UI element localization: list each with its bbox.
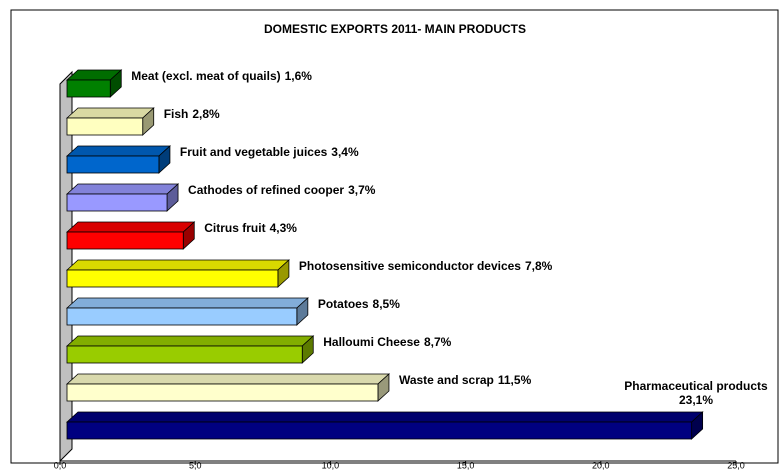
category-label: Meat (excl. meat of quails) [131,69,280,83]
category-label: Citrus fruit [204,221,265,235]
data-label: 2,8% [192,107,220,121]
category-label: Potatoes [318,297,369,311]
x-tick-label: 0,0 [54,460,67,470]
bar-top [65,259,290,271]
data-label: 11,5% [498,373,532,387]
x-tick-label: 20,0 [592,460,610,470]
bar [65,221,196,250]
bar-front [66,155,160,174]
bar-label: Fish 2,8% [164,107,220,121]
bar-label: Photosensitive semiconductor devices 7,8% [299,259,553,273]
bar-front [66,421,693,440]
bar-label: Citrus fruit 4,3% [204,221,297,235]
bar-top [65,335,315,347]
bar [65,259,290,288]
bar [65,335,315,364]
data-label: 8,5% [373,297,401,311]
bar-front [66,383,379,402]
category-label: Waste and scrap [399,373,494,387]
bar [65,145,171,174]
bar-top [65,373,390,385]
bar-front [66,231,184,250]
category-label: Fruit and vegetable juices [180,145,328,159]
bar-front [66,345,303,364]
data-label: 1,6% [285,69,313,83]
x-tick-label: 15,0 [457,460,475,470]
category-label: Halloumi Cheese [323,335,420,349]
data-label: 4,3% [270,221,298,235]
bar-front [66,79,111,98]
data-label: 3,4% [331,145,359,159]
bar-front [66,269,279,288]
category-label: Cathodes of refined cooper [188,183,344,197]
data-label: 3,7% [348,183,376,197]
bar-label: Meat (excl. meat of quails) 1,6% [131,69,312,83]
bar-top [65,221,196,233]
bar [65,373,390,402]
category-label: Pharmaceutical products [624,379,768,393]
data-label: 23,1% [679,393,713,407]
bar-label: Halloumi Cheese 8,7% [323,335,451,349]
bar [65,107,155,136]
data-label: 8,7% [424,335,452,349]
bar-front [66,307,298,326]
bar-top [65,145,171,157]
bar-front [66,117,144,136]
bar [65,69,123,98]
bar [65,297,309,326]
bar [65,183,180,212]
bar-label: Potatoes 8,5% [318,297,400,311]
category-label: Photosensitive semiconductor devices [299,259,521,273]
data-label: 7,8% [525,259,553,273]
bar-top [65,411,704,423]
x-tick-label: 10,0 [322,460,340,470]
bar [65,411,704,440]
bar-top [65,183,180,195]
category-label: Fish [164,107,189,121]
bar-top [65,297,309,309]
bar-label: Waste and scrap 11,5% [399,373,532,387]
bar-top [65,107,155,119]
bar-label: Cathodes of refined cooper 3,7% [188,183,376,197]
x-tick-label: 5,0 [189,460,202,470]
chart-title: DOMESTIC EXPORTS 2011- MAIN PRODUCTS [264,22,526,36]
bar-front [66,193,168,212]
x-tick-label: 25,0 [727,460,745,470]
bar-label: Fruit and vegetable juices 3,4% [180,145,359,159]
